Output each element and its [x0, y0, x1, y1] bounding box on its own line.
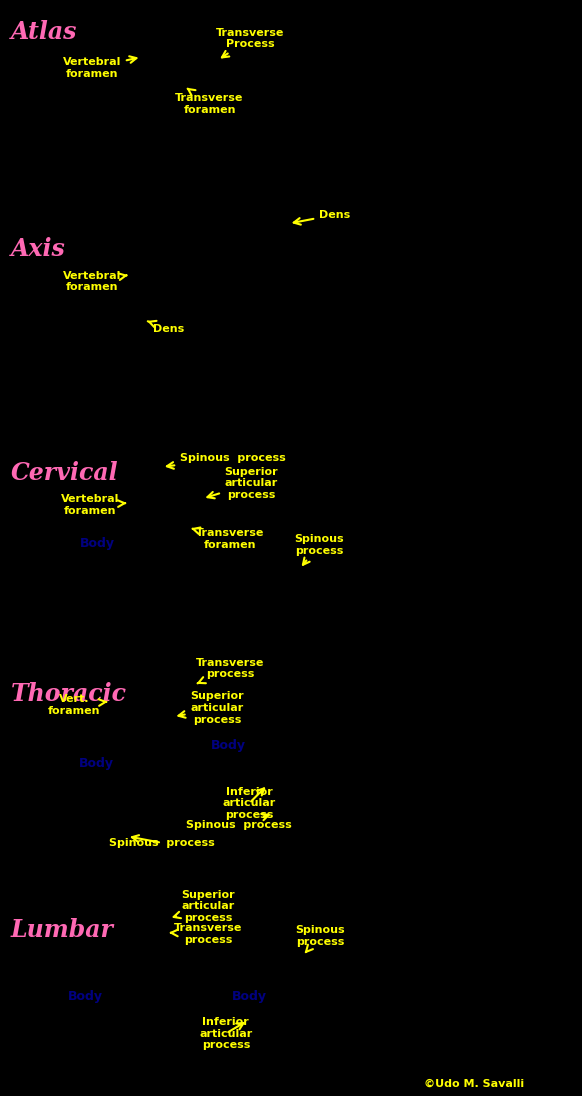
- Text: Spinous
process: Spinous process: [295, 925, 345, 952]
- Text: Inferior
articular
process: Inferior articular process: [222, 787, 276, 820]
- Text: Vertebral
foramen: Vertebral foramen: [63, 271, 127, 293]
- Text: Body: Body: [232, 990, 267, 1003]
- Text: Inferior
articular
process: Inferior articular process: [199, 1017, 253, 1050]
- Text: Spinous  process: Spinous process: [186, 814, 292, 831]
- Text: Body: Body: [68, 990, 103, 1003]
- Text: Superior
articular
process: Superior articular process: [173, 890, 235, 923]
- Text: Body: Body: [80, 537, 115, 550]
- Text: Vertebral
foramen: Vertebral foramen: [61, 494, 125, 516]
- Text: Dens: Dens: [294, 209, 350, 225]
- Text: Cervical: Cervical: [10, 461, 118, 486]
- Text: Thoracic: Thoracic: [10, 682, 126, 706]
- Text: Transverse
process: Transverse process: [196, 658, 265, 684]
- Text: Transverse
process: Transverse process: [171, 923, 243, 945]
- Text: ©Udo M. Savalli: ©Udo M. Savalli: [424, 1078, 524, 1089]
- Text: Superior
articular
process: Superior articular process: [179, 692, 244, 724]
- Text: Body: Body: [79, 757, 113, 770]
- Text: Transverse
Process: Transverse Process: [216, 27, 285, 57]
- Text: Vert.
foramen: Vert. foramen: [48, 694, 107, 716]
- Text: Body: Body: [211, 739, 246, 752]
- Text: Lumbar: Lumbar: [10, 918, 113, 943]
- Text: Atlas: Atlas: [10, 20, 77, 44]
- Text: Spinous  process: Spinous process: [109, 835, 215, 848]
- Text: Axis: Axis: [10, 237, 65, 261]
- Text: Vertebral
foramen: Vertebral foramen: [63, 56, 136, 79]
- Text: Transverse
foramen: Transverse foramen: [193, 527, 264, 550]
- Text: Dens: Dens: [148, 321, 184, 334]
- Text: Spinous
process: Spinous process: [294, 534, 344, 564]
- Text: Spinous  process: Spinous process: [167, 453, 286, 469]
- Text: Superior
articular
process: Superior articular process: [207, 467, 278, 500]
- Text: Transverse
foramen: Transverse foramen: [175, 89, 244, 115]
